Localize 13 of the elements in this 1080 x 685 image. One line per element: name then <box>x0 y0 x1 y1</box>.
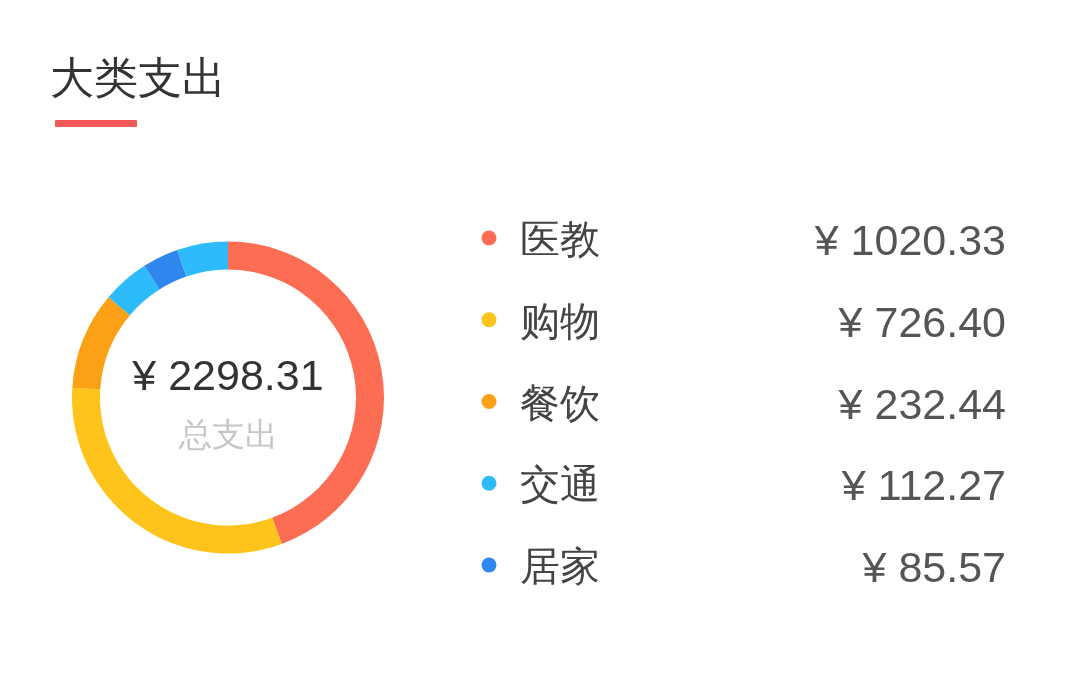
data-label: ¥ 112.27 <box>840 461 1006 510</box>
legend-label: 交通 <box>520 461 600 508</box>
data-label: ¥ 232.44 <box>837 379 1006 428</box>
text: ¥ 2298.31 <box>131 351 324 399</box>
text: 总支出 <box>177 415 278 454</box>
data-label: ¥ 726.40 <box>837 297 1006 346</box>
chart-title: 大类支出 <box>50 52 226 103</box>
legend-label: 医教 <box>520 216 600 262</box>
data-label: ¥ 1020.33 <box>813 216 1006 264</box>
data-label: ¥ 85.57 <box>861 543 1006 591</box>
legend-label: 居家 <box>520 543 600 589</box>
legend-label: 购物 <box>520 297 600 344</box>
legend-label: 餐饮 <box>520 379 600 426</box>
